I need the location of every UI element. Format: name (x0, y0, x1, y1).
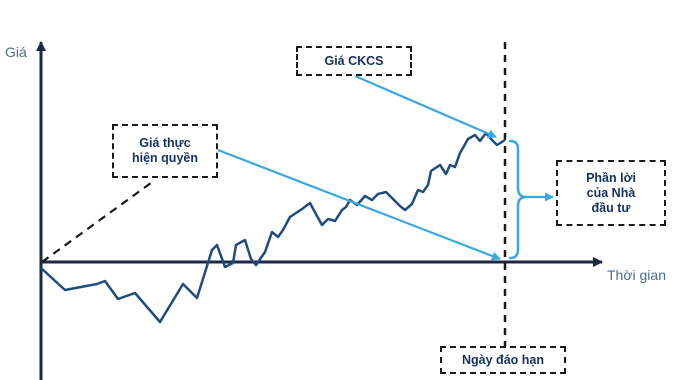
underlying-price-arrow (354, 74, 497, 139)
y-axis-label: Giá (5, 44, 27, 60)
underlying-price-callout: Giá CKCS (296, 46, 412, 76)
expiry-date-callout: Ngày đáo hạn (440, 346, 566, 374)
price-line (40, 131, 506, 324)
investor-profit-callout: Phần lời của Nhà đầu tư (556, 160, 666, 226)
x-axis-label: Thời gian (607, 267, 666, 283)
strike-price-arrow (217, 148, 501, 261)
strike-price-callout: Giá thực hiện quyền (112, 124, 218, 178)
strike-guide-dashed-line (41, 179, 156, 263)
profit-brace (508, 139, 527, 260)
